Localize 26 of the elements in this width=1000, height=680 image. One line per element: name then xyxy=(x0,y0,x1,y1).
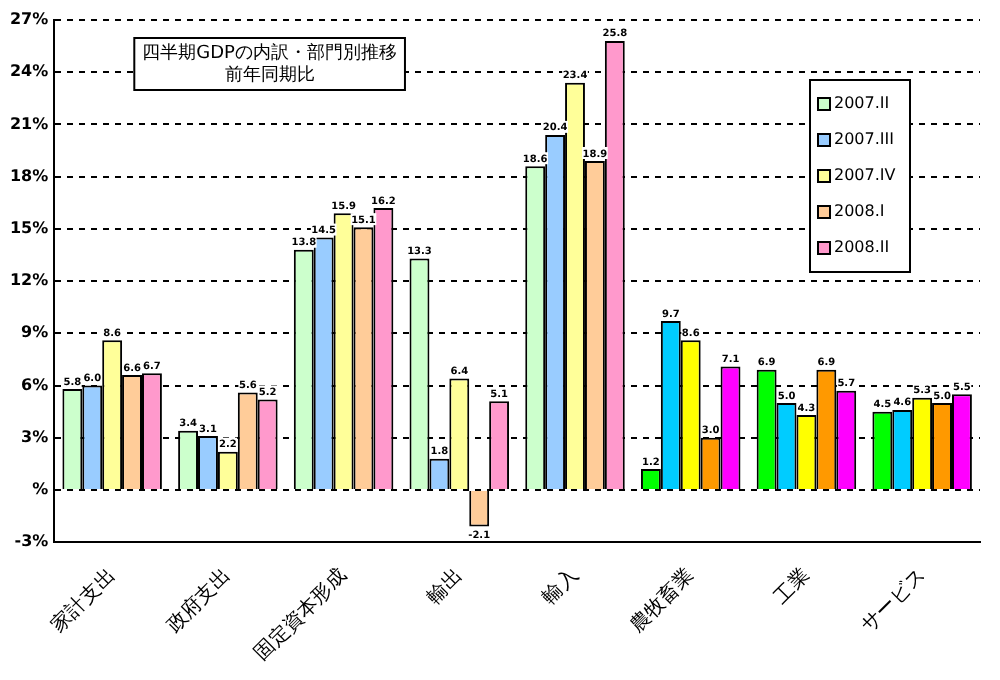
y-tick-label: 27% xyxy=(9,10,49,29)
legend-label: 2007.III xyxy=(834,130,894,149)
legend-label: 2008.II xyxy=(834,238,890,257)
y-tick-label: 15% xyxy=(9,219,49,238)
legend-label: 2007.IV xyxy=(834,166,897,185)
x-tick-label: 輸入 xyxy=(537,563,583,609)
y-tick-label: 6% xyxy=(21,375,49,394)
y-tick-label: % xyxy=(32,480,49,499)
legend-label: 2007.II xyxy=(834,94,890,113)
y-tick-label: 3% xyxy=(21,427,49,446)
text: 四半期GDPの内訳・部門別推移 xyxy=(142,41,397,64)
x-tick-label: 工業 xyxy=(769,563,815,609)
x-tick-label: 家計支出 xyxy=(46,563,121,638)
x-tick-label: 政府支出 xyxy=(162,563,236,638)
y-tick-label: 21% xyxy=(9,114,49,133)
y-tick-label: 12% xyxy=(9,271,49,290)
text: 前年同期比 xyxy=(224,63,315,86)
x-tick-label: 農牧畜業 xyxy=(625,563,699,638)
x-tick-label: 輸出 xyxy=(421,563,468,609)
y-tick-label: 24% xyxy=(9,62,49,81)
y-tick-label: 18% xyxy=(9,166,49,185)
x-tick-label: 固定資本形成 xyxy=(249,563,352,666)
y-tick-label: 9% xyxy=(21,323,49,342)
x-tick-label: サービス xyxy=(857,565,931,638)
y-tick-label: -3% xyxy=(14,532,49,551)
legend-label: 2008.I xyxy=(834,202,885,221)
